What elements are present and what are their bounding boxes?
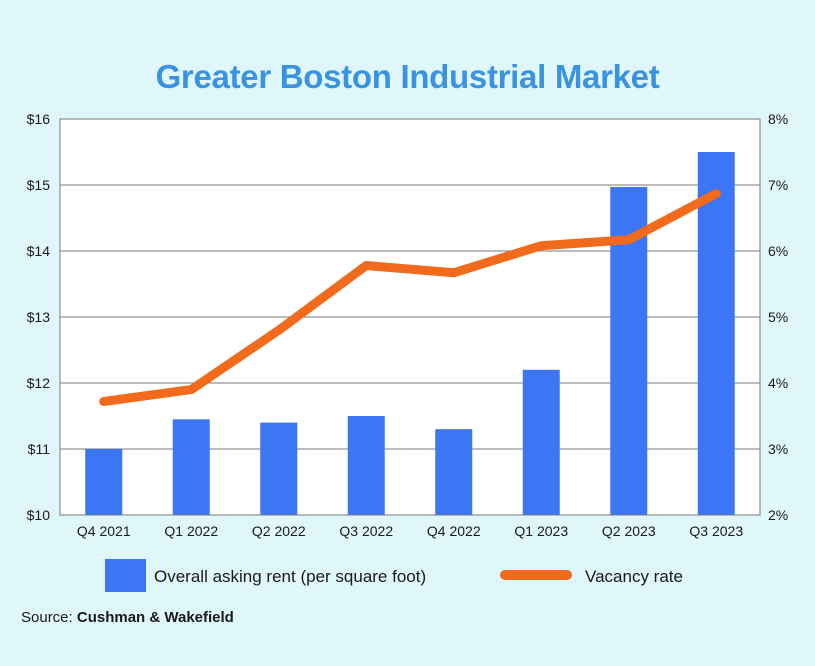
line-point <box>365 265 367 267</box>
bar <box>85 449 123 515</box>
vacancy-line <box>99 189 721 406</box>
y-right-tick-label: 8% <box>768 111 788 127</box>
x-tick-label: Q3 2023 <box>689 523 743 539</box>
line-point <box>190 389 192 391</box>
legend-bar-swatch <box>105 559 146 592</box>
y-left-tick-label: $15 <box>27 177 51 193</box>
axes: $10 2% $11 3% $12 4% $13 5% $14 6% $15 7% $16 8% Q4 20… <box>27 111 789 539</box>
y-left-tick-label: $13 <box>27 309 51 325</box>
bar <box>697 152 735 515</box>
y-right-tick-label: 4% <box>768 375 788 391</box>
x-tick-label: Q1 2023 <box>514 523 568 539</box>
line-point <box>628 239 630 241</box>
line-point <box>715 193 717 195</box>
x-tick-label: Q1 2022 <box>164 523 218 539</box>
legend-line-label: Vacancy rate <box>585 567 683 586</box>
y-right-tick-label: 3% <box>768 441 788 457</box>
x-tick-label: Q2 2023 <box>602 523 656 539</box>
line-series <box>99 189 721 406</box>
bar <box>435 429 473 515</box>
y-right-tick-label: 6% <box>768 243 788 259</box>
plot-frame <box>59 118 761 516</box>
x-tick-label: Q4 2022 <box>427 523 481 539</box>
y-left-tick-label: $12 <box>27 375 51 391</box>
source-prefix: Source: <box>21 609 73 626</box>
legend: Overall asking rent (per square foot) Vac… <box>105 559 683 592</box>
y-left-tick-label: $11 <box>28 441 51 457</box>
line-point <box>278 329 280 331</box>
source-note: Source: Cushman & Wakefield <box>21 609 234 626</box>
y-right-tick-label: 7% <box>768 177 788 193</box>
y-right-tick-label: 2% <box>768 507 788 523</box>
bar <box>260 422 298 515</box>
bar <box>522 369 560 515</box>
y-left-tick-label: $10 <box>27 507 51 523</box>
bar <box>172 419 210 515</box>
y-left-tick-label: $16 <box>27 111 51 127</box>
grid-lines <box>60 118 760 516</box>
x-tick-label: Q2 2022 <box>252 523 306 539</box>
x-tick-label: Q4 2021 <box>77 523 131 539</box>
legend-bar-label: Overall asking rent (per square foot) <box>154 567 426 586</box>
bar-series <box>85 152 735 516</box>
bar <box>347 416 385 515</box>
source-name: Cushman & Wakefield <box>76 609 234 626</box>
x-tick-label: Q3 2022 <box>339 523 393 539</box>
line-point <box>540 245 542 247</box>
chart-title: Greater Boston Industrial Market <box>155 58 660 95</box>
line-point <box>103 400 105 402</box>
y-left-tick-label: $14 <box>27 243 51 259</box>
y-right-tick-label: 5% <box>768 309 788 325</box>
line-point <box>453 272 455 274</box>
